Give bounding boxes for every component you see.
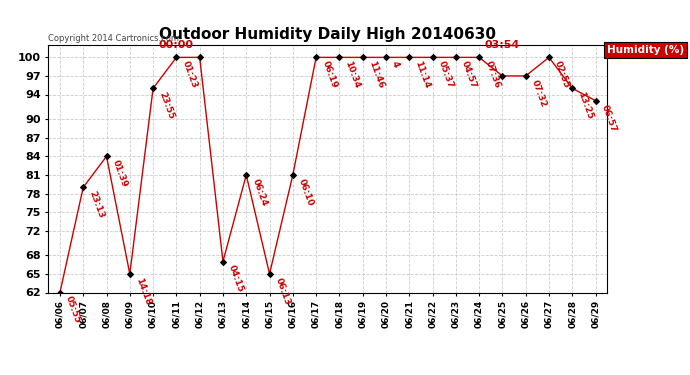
Text: 07:36: 07:36 bbox=[483, 60, 502, 90]
Text: 05:55: 05:55 bbox=[64, 295, 82, 325]
Text: 06:10: 06:10 bbox=[297, 177, 315, 207]
Text: 14:18: 14:18 bbox=[134, 276, 152, 306]
Text: 11:14: 11:14 bbox=[413, 60, 432, 90]
Title: Outdoor Humidity Daily High 20140630: Outdoor Humidity Daily High 20140630 bbox=[159, 27, 496, 42]
Text: 06:13: 06:13 bbox=[274, 276, 292, 306]
Text: 05:37: 05:37 bbox=[437, 60, 455, 90]
Point bbox=[287, 172, 298, 178]
Point bbox=[566, 86, 578, 92]
Point bbox=[101, 153, 112, 159]
Text: 11:46: 11:46 bbox=[367, 60, 385, 90]
Point bbox=[473, 54, 484, 60]
Point bbox=[590, 98, 601, 104]
Point bbox=[310, 54, 322, 60]
Point bbox=[404, 54, 415, 60]
Point bbox=[124, 271, 135, 277]
Text: Copyright 2014 Cartronics.com: Copyright 2014 Cartronics.com bbox=[48, 33, 179, 42]
Text: 04:57: 04:57 bbox=[460, 60, 478, 90]
Text: Humidity (%): Humidity (%) bbox=[607, 45, 684, 55]
Text: 04:15: 04:15 bbox=[227, 264, 246, 294]
Point bbox=[264, 271, 275, 277]
Text: 00:00: 00:00 bbox=[159, 40, 194, 50]
Text: 23:55: 23:55 bbox=[157, 91, 175, 121]
Point bbox=[334, 54, 345, 60]
Point bbox=[241, 172, 252, 178]
Point bbox=[217, 259, 228, 265]
Point bbox=[357, 54, 368, 60]
Point bbox=[78, 184, 89, 190]
Point bbox=[520, 73, 531, 79]
Point bbox=[544, 54, 555, 60]
Text: 01:23: 01:23 bbox=[181, 60, 199, 90]
Point bbox=[427, 54, 438, 60]
Text: 07:32: 07:32 bbox=[530, 78, 548, 108]
Text: 10:34: 10:34 bbox=[344, 60, 362, 90]
Text: 02:55: 02:55 bbox=[553, 60, 571, 90]
Text: 03:54: 03:54 bbox=[485, 40, 520, 50]
Text: 01:39: 01:39 bbox=[110, 159, 129, 189]
Text: 06:24: 06:24 bbox=[250, 177, 268, 207]
Point bbox=[380, 54, 391, 60]
Point bbox=[451, 54, 462, 60]
Text: 4: 4 bbox=[390, 60, 401, 69]
Point bbox=[55, 290, 66, 296]
Text: 06:19: 06:19 bbox=[320, 60, 339, 90]
Point bbox=[171, 54, 182, 60]
Point bbox=[148, 86, 159, 92]
Point bbox=[497, 73, 508, 79]
Text: 23:13: 23:13 bbox=[88, 190, 106, 220]
Text: 06:57: 06:57 bbox=[600, 103, 618, 133]
Text: 13:25: 13:25 bbox=[576, 91, 595, 121]
Point bbox=[194, 54, 205, 60]
